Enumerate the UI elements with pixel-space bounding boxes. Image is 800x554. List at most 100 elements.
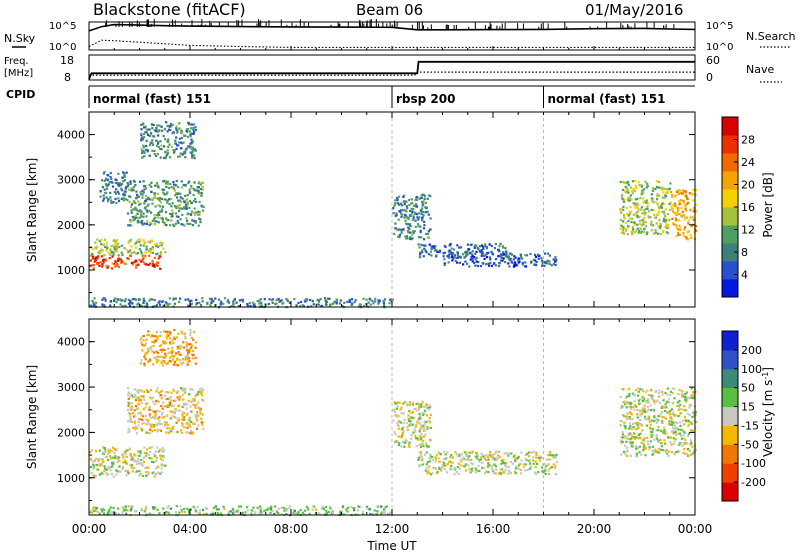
heatmap-cell <box>123 300 127 303</box>
heatmap-cell <box>637 425 640 428</box>
power-ytick-label: 1000 <box>57 264 85 277</box>
heatmap-cell <box>348 298 351 302</box>
heatmap-cell <box>688 449 691 452</box>
heatmap-cell <box>122 193 125 196</box>
heatmap-cell <box>671 195 674 199</box>
heatmap-cell <box>659 222 662 226</box>
heatmap-cell <box>658 186 661 189</box>
heatmap-cell <box>684 204 687 207</box>
heatmap-cell <box>184 402 187 405</box>
heatmap-cell <box>263 509 266 512</box>
heatmap-cell <box>186 201 189 204</box>
heatmap-cell <box>408 424 411 427</box>
heatmap-cell <box>134 399 138 402</box>
heatmap-cell <box>138 470 141 473</box>
heatmap-cell <box>167 145 170 149</box>
heatmap-cell <box>113 262 116 265</box>
heatmap-cell <box>91 507 95 510</box>
heatmap-cell <box>153 129 156 132</box>
heatmap-cell <box>484 472 487 475</box>
heatmap-cell <box>684 409 687 412</box>
heatmap-cell <box>413 212 417 215</box>
heatmap-cell <box>156 508 159 511</box>
heatmap-cell <box>408 401 412 404</box>
heatmap-cell <box>166 404 169 407</box>
heatmap-cell <box>643 417 647 420</box>
heatmap-cell <box>532 258 535 261</box>
heatmap-cell <box>621 436 624 439</box>
heatmap-cell <box>201 398 204 401</box>
heatmap-cell <box>546 259 549 262</box>
velocity-ytick-label: 4000 <box>57 336 85 349</box>
heatmap-cell <box>185 413 188 416</box>
heatmap-cell <box>148 396 152 399</box>
heatmap-cell <box>155 154 158 157</box>
heatmap-cell <box>498 250 501 253</box>
heatmap-cell <box>164 420 167 423</box>
heatmap-cell <box>120 244 123 247</box>
heatmap-cell <box>620 405 624 408</box>
heatmap-cell <box>632 202 635 205</box>
heatmap-cell <box>115 469 118 472</box>
heatmap-cell <box>164 330 167 333</box>
heatmap-cell <box>165 150 168 153</box>
heatmap-cell <box>513 255 516 258</box>
heatmap-cell <box>114 242 118 246</box>
heatmap-cell <box>526 469 529 472</box>
heatmap-cell <box>637 204 640 207</box>
heatmap-cell <box>143 202 146 205</box>
heatmap-cell <box>146 128 149 131</box>
heatmap-cell <box>148 358 151 361</box>
heatmap-cell <box>159 267 162 270</box>
heatmap-cell <box>502 257 505 260</box>
heatmap-cell <box>321 505 325 508</box>
heatmap-cell <box>633 437 637 440</box>
heatmap-cell <box>524 265 527 268</box>
heatmap-cell <box>185 207 188 210</box>
heatmap-cell <box>497 264 500 268</box>
heatmap-cell <box>217 298 221 301</box>
heatmap-cell <box>134 427 137 430</box>
heatmap-cell <box>682 201 686 204</box>
heatmap-cell <box>434 467 437 470</box>
heatmap-cell <box>187 431 190 434</box>
heatmap-cell <box>481 466 484 469</box>
heatmap-cell <box>654 231 657 234</box>
heatmap-cell <box>335 299 338 302</box>
heatmap-cell <box>130 245 133 248</box>
heatmap-cell <box>130 224 133 227</box>
heatmap-cell <box>654 229 657 232</box>
heatmap-cell <box>655 418 658 421</box>
heatmap-cell <box>682 451 685 455</box>
heatmap-cell <box>144 125 147 128</box>
heatmap-cell <box>694 225 698 228</box>
heatmap-cell <box>428 243 431 246</box>
heatmap-cell <box>138 216 142 219</box>
heatmap-cell <box>131 302 134 305</box>
heatmap-cell <box>400 412 403 415</box>
heatmap-cell <box>169 401 172 405</box>
heatmap-cell <box>538 459 542 462</box>
heatmap-cell <box>145 215 148 218</box>
heatmap-cell <box>196 414 199 417</box>
heatmap-cell <box>200 192 203 195</box>
velocity-range-axis-title: Slant Range [km] <box>25 365 39 469</box>
heatmap-cell <box>478 458 481 462</box>
heatmap-cell <box>419 209 422 212</box>
heatmap-cell <box>474 455 477 458</box>
heatmap-cell <box>682 434 685 437</box>
heatmap-cell <box>535 453 538 456</box>
heatmap-cell <box>160 471 164 474</box>
time-tick-label: 16:00 <box>476 522 511 536</box>
heatmap-cell <box>663 212 666 215</box>
heatmap-cell <box>161 359 164 362</box>
heatmap-cell <box>408 403 412 406</box>
heatmap-cell <box>626 180 630 183</box>
heatmap-cell <box>629 454 632 458</box>
heatmap-cell <box>204 512 207 515</box>
heatmap-cell <box>498 262 501 265</box>
heatmap-cell <box>643 211 646 214</box>
heatmap-cell <box>425 451 428 454</box>
heatmap-cell <box>163 348 166 352</box>
heatmap-cell <box>199 221 202 224</box>
